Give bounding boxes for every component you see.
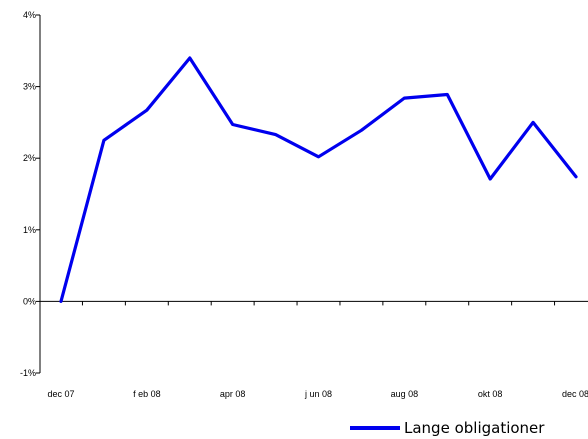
x-tick-label: dec 07 — [47, 389, 74, 399]
legend: Lange obligationer — [350, 418, 544, 438]
x-tick-label: dec 08 — [562, 389, 588, 399]
y-tick-label: 3% — [23, 82, 36, 92]
legend-swatch-lange-obligationer — [350, 426, 400, 430]
series-layer — [59, 56, 578, 303]
y-axis-ticks: -1% 0% 1% 2% 3% 4% — [20, 10, 40, 378]
y-tick-label: 2% — [23, 153, 36, 163]
x-tick-label: okt 08 — [478, 389, 503, 399]
series-line-lange-obligationer — [59, 56, 578, 303]
axes — [39, 15, 588, 373]
y-tick-label: -1% — [20, 368, 36, 378]
x-tick-label: j un 08 — [304, 389, 332, 399]
y-tick-label: 1% — [23, 225, 36, 235]
y-tick-label: 0% — [23, 296, 36, 306]
x-tick-label: f eb 08 — [133, 389, 161, 399]
x-axis-ticks: dec 07 f eb 08 apr 08 j un 08 aug 08 okt 08 de… — [47, 301, 588, 399]
y-tick-label: 4% — [23, 10, 36, 20]
legend-label-lange-obligationer: Lange obligationer — [404, 419, 545, 437]
x-tick-label: apr 08 — [220, 389, 246, 399]
x-tick-label: aug 08 — [391, 389, 419, 399]
